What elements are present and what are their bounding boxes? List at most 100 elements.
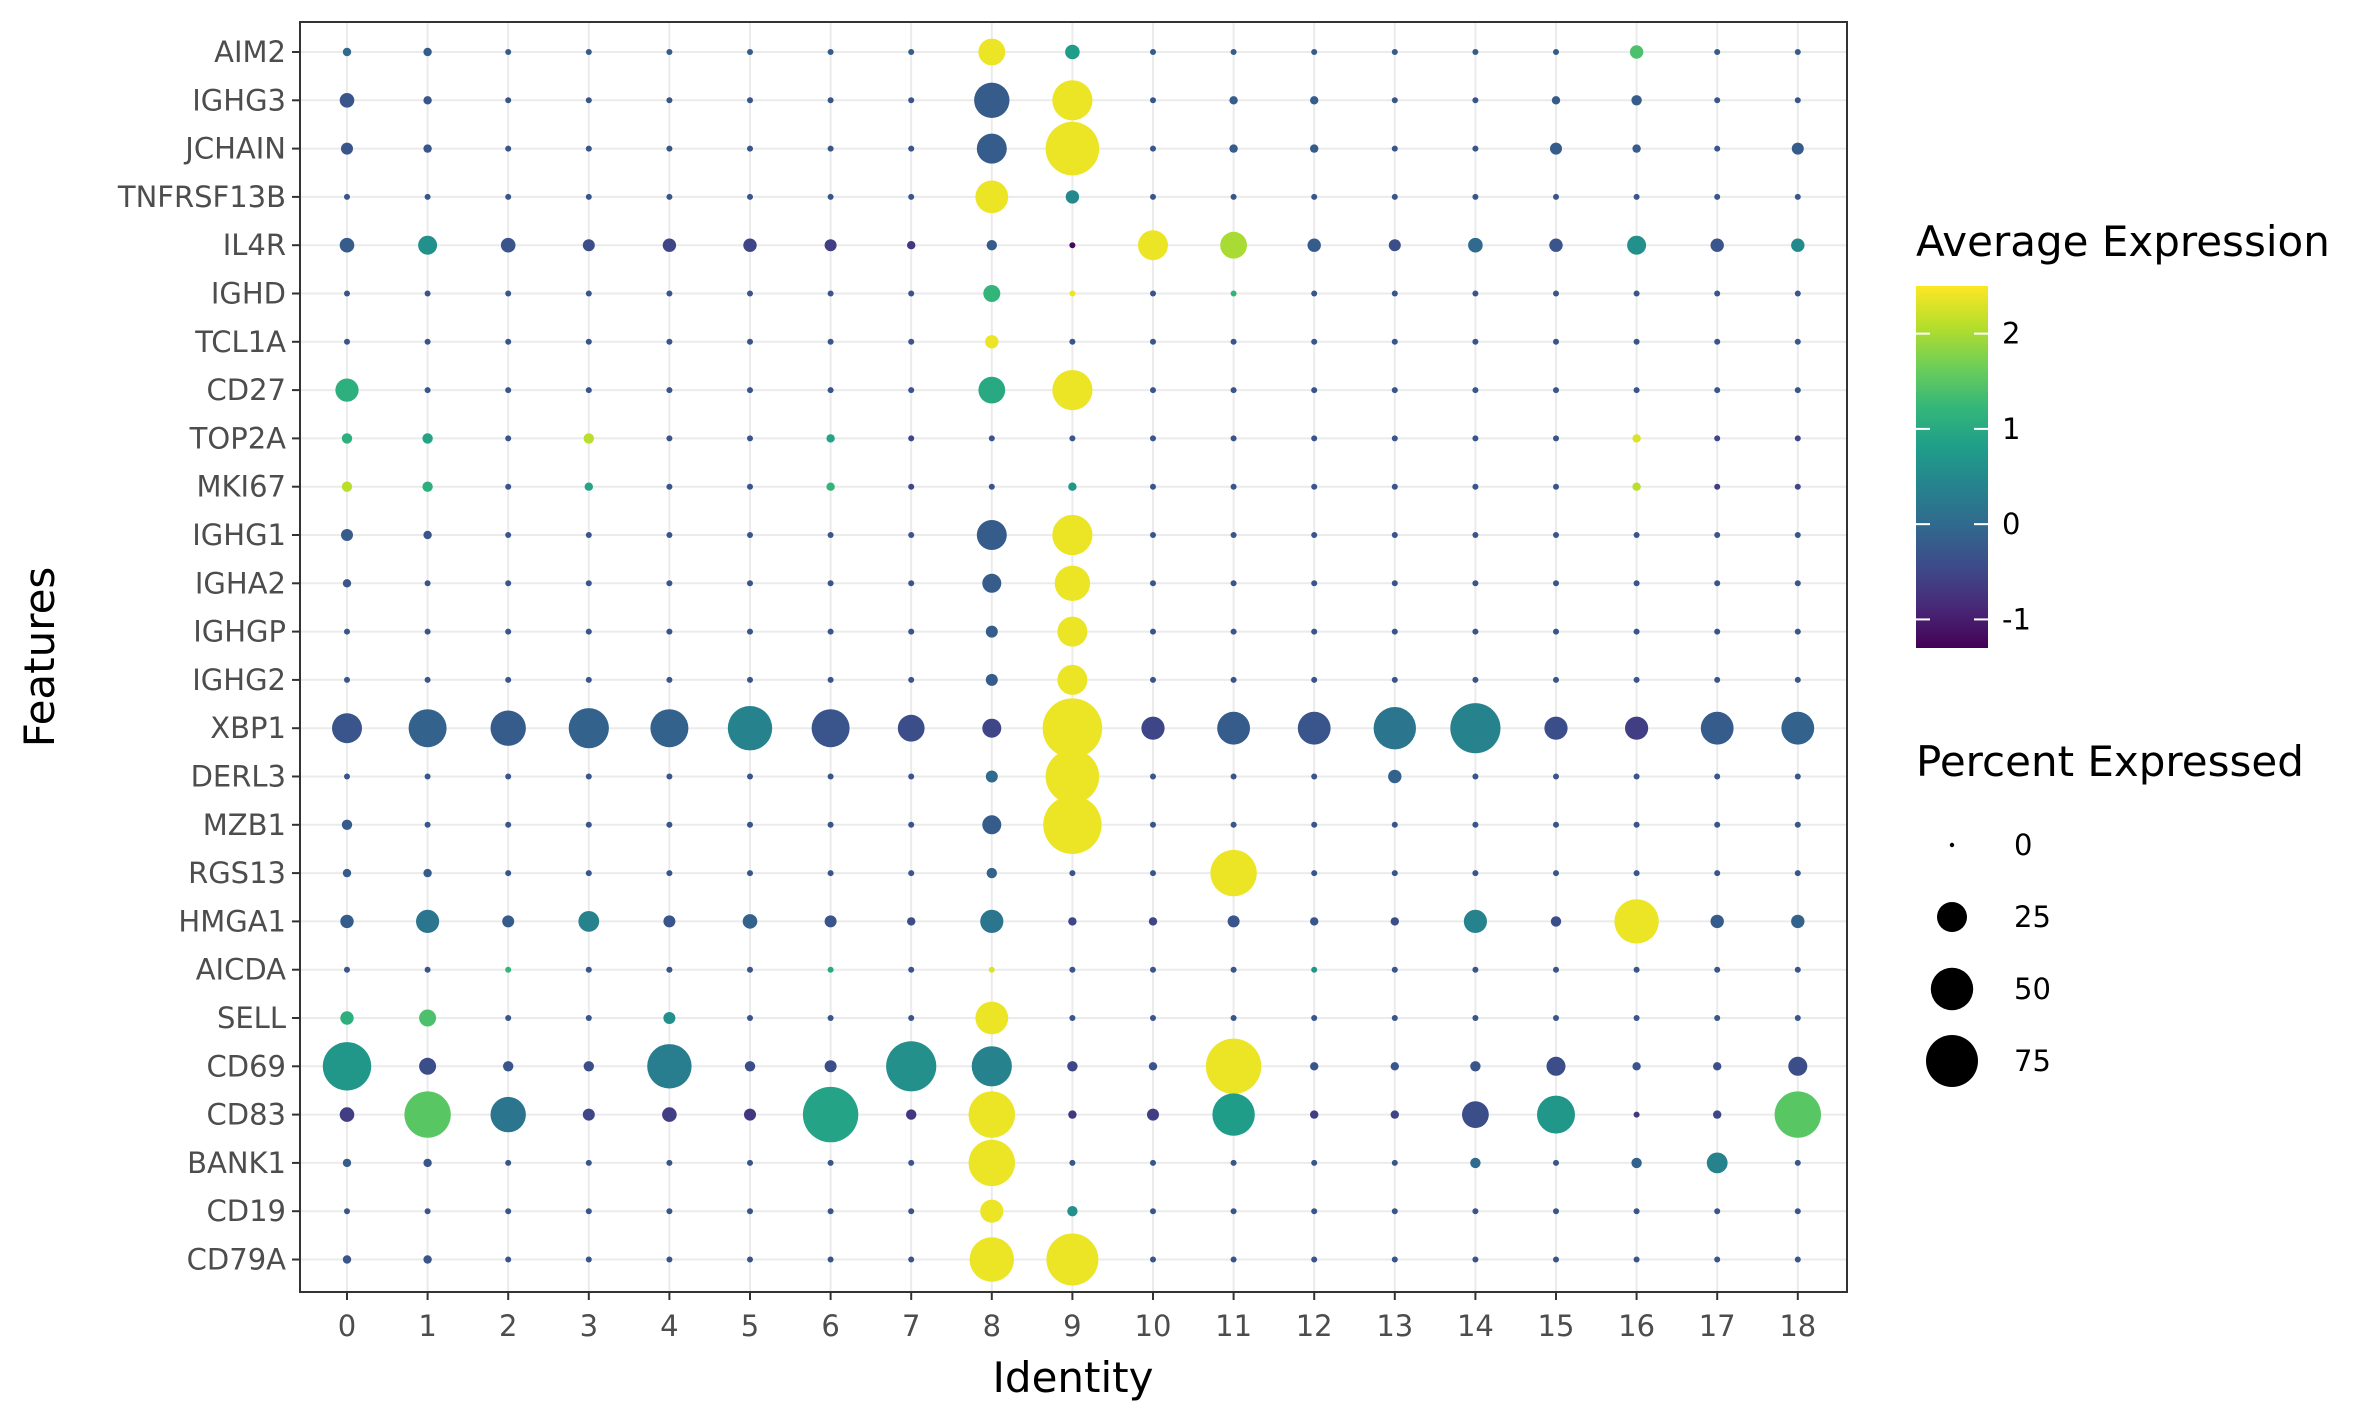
dot-IGHG2-0 [344, 676, 350, 683]
dot-DERL3-9 [1045, 749, 1100, 804]
dot-CD19-1 [424, 1208, 431, 1215]
dot-CD69-7 [886, 1041, 937, 1092]
dot-IGHG2-10 [1150, 676, 1156, 683]
dot-TOP2A-0 [341, 433, 353, 444]
dot-CD83-1 [404, 1091, 451, 1138]
dot-CD79A-9 [1046, 1233, 1099, 1286]
dot-AICDA-16 [1633, 966, 1640, 973]
dot-IGHA2-14 [1472, 580, 1479, 587]
dot-IGHG2-6 [827, 676, 834, 683]
dot-AIM2-15 [1553, 49, 1559, 55]
dot-CD79A-2 [505, 1256, 512, 1263]
dot-SELL-7 [908, 1015, 915, 1021]
dot-CD19-10 [1150, 1208, 1156, 1215]
dot-DERL3-8 [985, 770, 998, 783]
dot-TNFRSF13B-9 [1065, 190, 1080, 204]
dot-HMGA1-17 [1710, 914, 1724, 929]
dot-IGHD-1 [424, 290, 431, 297]
dot-SELL-4 [663, 1012, 676, 1024]
dot-IL4R-2 [500, 237, 516, 253]
dot-AICDA-9 [1069, 966, 1076, 973]
dot-CD27-4 [666, 387, 673, 394]
dot-MKI67-12 [1311, 483, 1318, 490]
dot-MKI67-18 [1794, 483, 1801, 490]
dot-IGHG1-7 [908, 532, 915, 538]
dot-AIM2-18 [1794, 49, 1801, 55]
dot-CD69-3 [583, 1061, 594, 1072]
dot-HMGA1-2 [502, 915, 515, 928]
dot-CD79A-14 [1472, 1256, 1479, 1263]
dot-JCHAIN-5 [747, 145, 753, 152]
dot-RGS13-17 [1714, 870, 1721, 877]
dot-RGS13-14 [1472, 870, 1479, 877]
dot-CD69-11 [1205, 1038, 1262, 1095]
size-legend-keys: 0 25 50 75 [1926, 828, 2051, 1087]
y-tick-label-TNFRSF13B: TNFRSF13B [117, 180, 286, 214]
dot-IGHA2-6 [827, 580, 834, 587]
x-tick-label-9: 9 [1063, 1309, 1081, 1343]
dot-JCHAIN-13 [1391, 145, 1398, 152]
dot-CD69-4 [647, 1044, 692, 1089]
dot-CD27-9 [1052, 370, 1093, 411]
dot-IGHD-3 [585, 290, 592, 297]
color-bar [1916, 286, 1988, 648]
dot-IL4R-3 [582, 239, 595, 252]
dot-MZB1-15 [1553, 821, 1559, 828]
dot-IGHG1-2 [505, 532, 512, 538]
y-tick-label-IGHG1: IGHG1 [192, 518, 286, 552]
dot-CD79A-18 [1794, 1256, 1801, 1263]
dot-HMGA1-8 [980, 909, 1004, 934]
dot-CD69-5 [744, 1061, 756, 1072]
dot-IGHG2-7 [908, 676, 915, 683]
dot-TOP2A-16 [1632, 434, 1641, 443]
dot-IGHD-17 [1714, 290, 1721, 297]
dot-TCL1A-3 [585, 338, 592, 345]
dot-SELL-16 [1633, 1015, 1640, 1021]
dot-TNFRSF13B-10 [1150, 193, 1156, 200]
dot-TNFRSF13B-11 [1230, 193, 1237, 200]
dot-IL4R-15 [1549, 238, 1563, 252]
dot-TCL1A-15 [1553, 338, 1559, 345]
color-tick-label-2: 0 [2002, 507, 2020, 541]
dot-DERL3-13 [1388, 769, 1402, 784]
dot-TOP2A-3 [583, 433, 594, 444]
y-tick-label-XBP1: XBP1 [210, 711, 286, 745]
panel-background [300, 22, 1847, 1292]
dot-CD83-16 [1633, 1111, 1640, 1118]
dot-DERL3-17 [1714, 773, 1721, 780]
dot-IGHG1-3 [585, 532, 592, 538]
dot-AICDA-13 [1391, 966, 1398, 973]
dot-TCL1A-4 [666, 338, 673, 345]
dot-MKI67-0 [341, 481, 353, 492]
dot-RGS13-10 [1150, 870, 1156, 877]
dot-IGHGP-1 [424, 628, 431, 635]
dot-IGHD-11 [1230, 290, 1237, 297]
dot-IL4R-10 [1138, 230, 1168, 261]
dot-IGHA2-4 [666, 580, 673, 587]
dot-AICDA-15 [1553, 966, 1559, 973]
dot-AICDA-5 [747, 966, 753, 973]
dot-TNFRSF13B-5 [747, 193, 753, 200]
dot-JCHAIN-15 [1550, 142, 1562, 155]
dot-CD83-15 [1537, 1095, 1575, 1134]
dot-CD83-3 [582, 1108, 595, 1121]
dot-JCHAIN-11 [1229, 144, 1238, 153]
dot-HMGA1-4 [663, 915, 676, 928]
y-tick-label-AICDA: AICDA [196, 953, 286, 987]
dot-CD79A-11 [1230, 1256, 1237, 1263]
x-axis-title: Identity [993, 1353, 1154, 1402]
dot-IGHG3-10 [1150, 97, 1156, 104]
x-tick-label-3: 3 [580, 1309, 598, 1343]
dot-IGHD-15 [1553, 290, 1559, 297]
dot-TNFRSF13B-1 [424, 193, 431, 200]
dot-CD69-14 [1470, 1061, 1481, 1072]
dot-RGS13-18 [1794, 870, 1801, 877]
dot-TCL1A-18 [1794, 338, 1801, 345]
dot-TNFRSF13B-18 [1794, 193, 1801, 200]
dot-AICDA-3 [585, 966, 592, 973]
dot-CD83-11 [1212, 1093, 1255, 1136]
dot-TCL1A-2 [505, 338, 512, 345]
dot-IGHG1-15 [1553, 532, 1559, 538]
dot-CD19-3 [585, 1208, 592, 1215]
dot-RGS13-9 [1069, 870, 1076, 877]
